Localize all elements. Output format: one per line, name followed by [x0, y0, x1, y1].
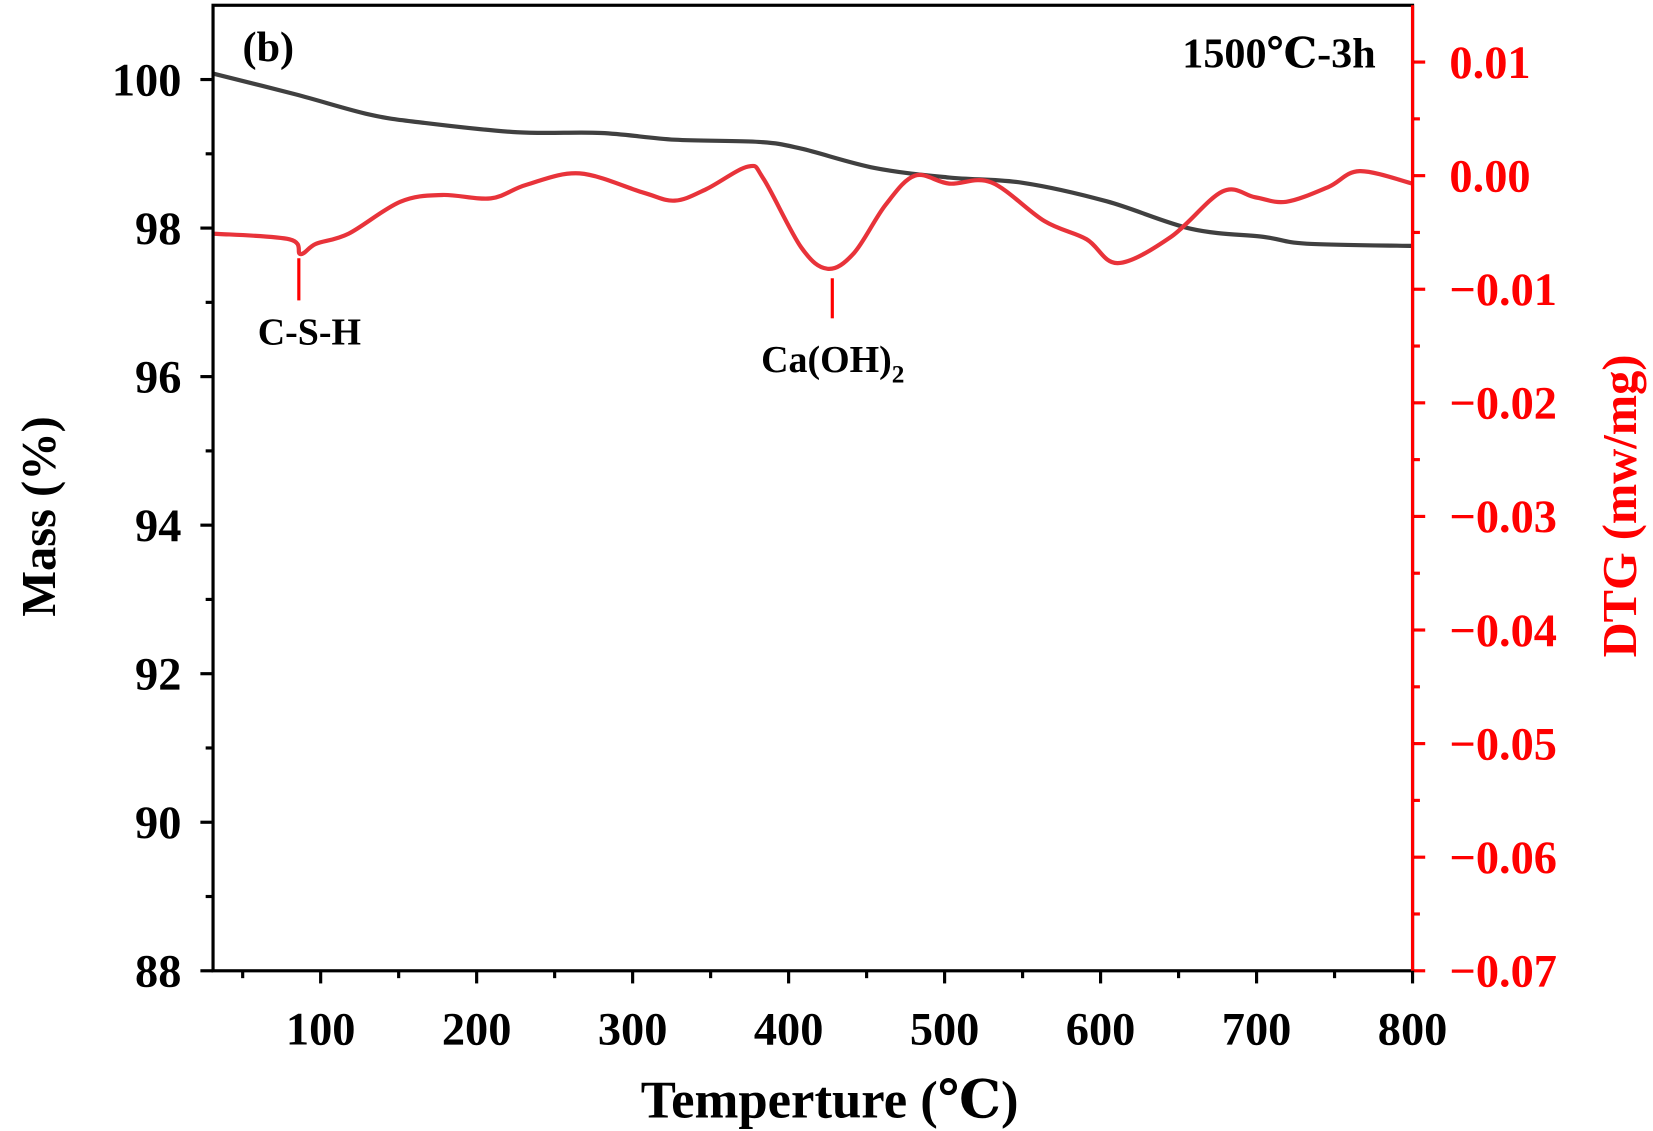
annotations: C-S-H Ca(OH)2: [258, 258, 904, 389]
y-left-tick-label: 98: [135, 204, 181, 255]
axis-ticks: 100 200 300 400 500 600 700 800 88 90 92 94 96 98 100 0…: [112, 38, 1557, 1056]
x-tick-label: 100: [286, 1005, 356, 1056]
x-tick-label: 400: [754, 1005, 824, 1056]
y-right-tick-label: −0.02: [1449, 379, 1557, 430]
y-right-tick-label: −0.05: [1449, 719, 1557, 770]
x-tick-label: 200: [442, 1005, 512, 1056]
dtg-curve: [212, 163, 1414, 271]
y-left-tick-label: 90: [135, 798, 181, 849]
mass-curve: [212, 71, 1413, 249]
y-right-tick-label: −0.07: [1449, 947, 1557, 998]
x-tick-label: 500: [910, 1005, 980, 1056]
y-right-tick-label: −0.04: [1449, 606, 1557, 657]
csh-label: C-S-H: [258, 312, 361, 354]
x-tick-label: 300: [598, 1005, 668, 1056]
condition-label: 1500℃-3h: [1182, 30, 1375, 77]
x-axis-label: Temperture (℃): [641, 1071, 1019, 1129]
panel-label: (b): [243, 24, 295, 71]
y-left-tick-label: 88: [135, 947, 181, 998]
y-axis-right-label: DTG (mw/mg): [1594, 355, 1647, 658]
y-right-tick-label: −0.01: [1449, 265, 1557, 316]
y-left-tick-label: 96: [135, 352, 181, 403]
y-left-tick-label: 92: [135, 650, 181, 701]
caoh2-label-main: Ca(OH): [761, 339, 892, 381]
y-right-tick-label: −0.06: [1449, 833, 1557, 884]
y-left-tick-label: 94: [135, 501, 181, 552]
caoh2-label: Ca(OH)2: [761, 339, 904, 389]
x-tick-label: 700: [1222, 1005, 1292, 1056]
y-right-tick-label: 0.01: [1449, 38, 1530, 89]
y-axis-left-label: Mass (%): [13, 416, 66, 617]
y-left-tick-label: 100: [112, 55, 182, 106]
caoh2-label-subscript: 2: [892, 361, 905, 389]
curves: [212, 71, 1414, 271]
x-tick-label: 600: [1066, 1005, 1136, 1056]
y-right-tick-label: −0.03: [1449, 492, 1557, 543]
x-tick-label: 800: [1378, 1005, 1448, 1056]
y-right-tick-label: 0.00: [1449, 151, 1530, 202]
